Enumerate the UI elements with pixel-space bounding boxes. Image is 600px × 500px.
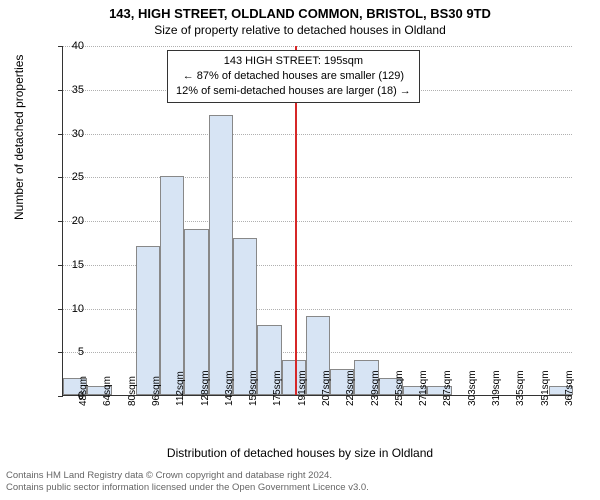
- x-tick-label: 255sqm: [394, 370, 405, 406]
- y-tick-label: 35: [54, 84, 84, 96]
- x-tick-label: 207sqm: [321, 370, 332, 406]
- y-tick-label: 25: [54, 171, 84, 183]
- gridline: [63, 134, 572, 135]
- x-tick-label: 319sqm: [491, 370, 502, 406]
- bar: [136, 246, 160, 395]
- x-tick-label: 239sqm: [370, 370, 381, 406]
- y-tick-label: 20: [54, 215, 84, 227]
- gridline: [63, 46, 572, 47]
- annotation-line: 12% of semi-detached houses are larger (…: [176, 84, 411, 99]
- x-tick-label: 96sqm: [151, 376, 162, 406]
- footer-attribution: Contains HM Land Registry data © Crown c…: [6, 470, 369, 494]
- x-tick-label: 351sqm: [540, 370, 551, 406]
- y-axis-label: Number of detached properties: [12, 55, 26, 220]
- x-tick-label: 223sqm: [345, 370, 356, 406]
- y-tick-label: 30: [54, 128, 84, 140]
- x-tick-label: 271sqm: [418, 370, 429, 406]
- chart-area: 143 HIGH STREET: 195sqm← 87% of detached…: [62, 46, 572, 396]
- x-tick-label: 367sqm: [564, 370, 575, 406]
- footer-line-2: Contains public sector information licen…: [6, 482, 369, 494]
- y-tick-label: 40: [54, 40, 84, 52]
- x-tick-label: 287sqm: [442, 370, 453, 406]
- x-tick-label: 143sqm: [224, 370, 235, 406]
- x-tick-label: 335sqm: [515, 370, 526, 406]
- x-tick-label: 159sqm: [248, 370, 259, 406]
- bar: [160, 176, 184, 395]
- x-tick-label: 128sqm: [200, 370, 211, 406]
- x-tick-label: 80sqm: [127, 376, 138, 406]
- x-tick-label: 112sqm: [175, 371, 186, 406]
- bar: [209, 115, 233, 395]
- annotation-box: 143 HIGH STREET: 195sqm← 87% of detached…: [167, 50, 420, 103]
- y-tick-label: 0: [54, 390, 84, 402]
- gridline: [63, 221, 572, 222]
- annotation-line: ← 87% of detached houses are smaller (12…: [176, 69, 411, 84]
- annotation-line: 143 HIGH STREET: 195sqm: [176, 54, 411, 69]
- x-tick-label: 64sqm: [102, 376, 113, 406]
- footer-line-1: Contains HM Land Registry data © Crown c…: [6, 470, 369, 482]
- y-tick-label: 15: [54, 259, 84, 271]
- gridline: [63, 177, 572, 178]
- chart-subtitle: Size of property relative to detached ho…: [0, 21, 600, 37]
- chart-title: 143, HIGH STREET, OLDLAND COMMON, BRISTO…: [0, 0, 600, 21]
- x-tick-label: 303sqm: [467, 370, 478, 406]
- x-axis-label: Distribution of detached houses by size …: [0, 446, 600, 460]
- y-tick-label: 5: [54, 346, 84, 358]
- y-tick-label: 10: [54, 303, 84, 315]
- x-tick-label: 175sqm: [272, 370, 283, 406]
- x-tick-label: 191sqm: [297, 370, 308, 406]
